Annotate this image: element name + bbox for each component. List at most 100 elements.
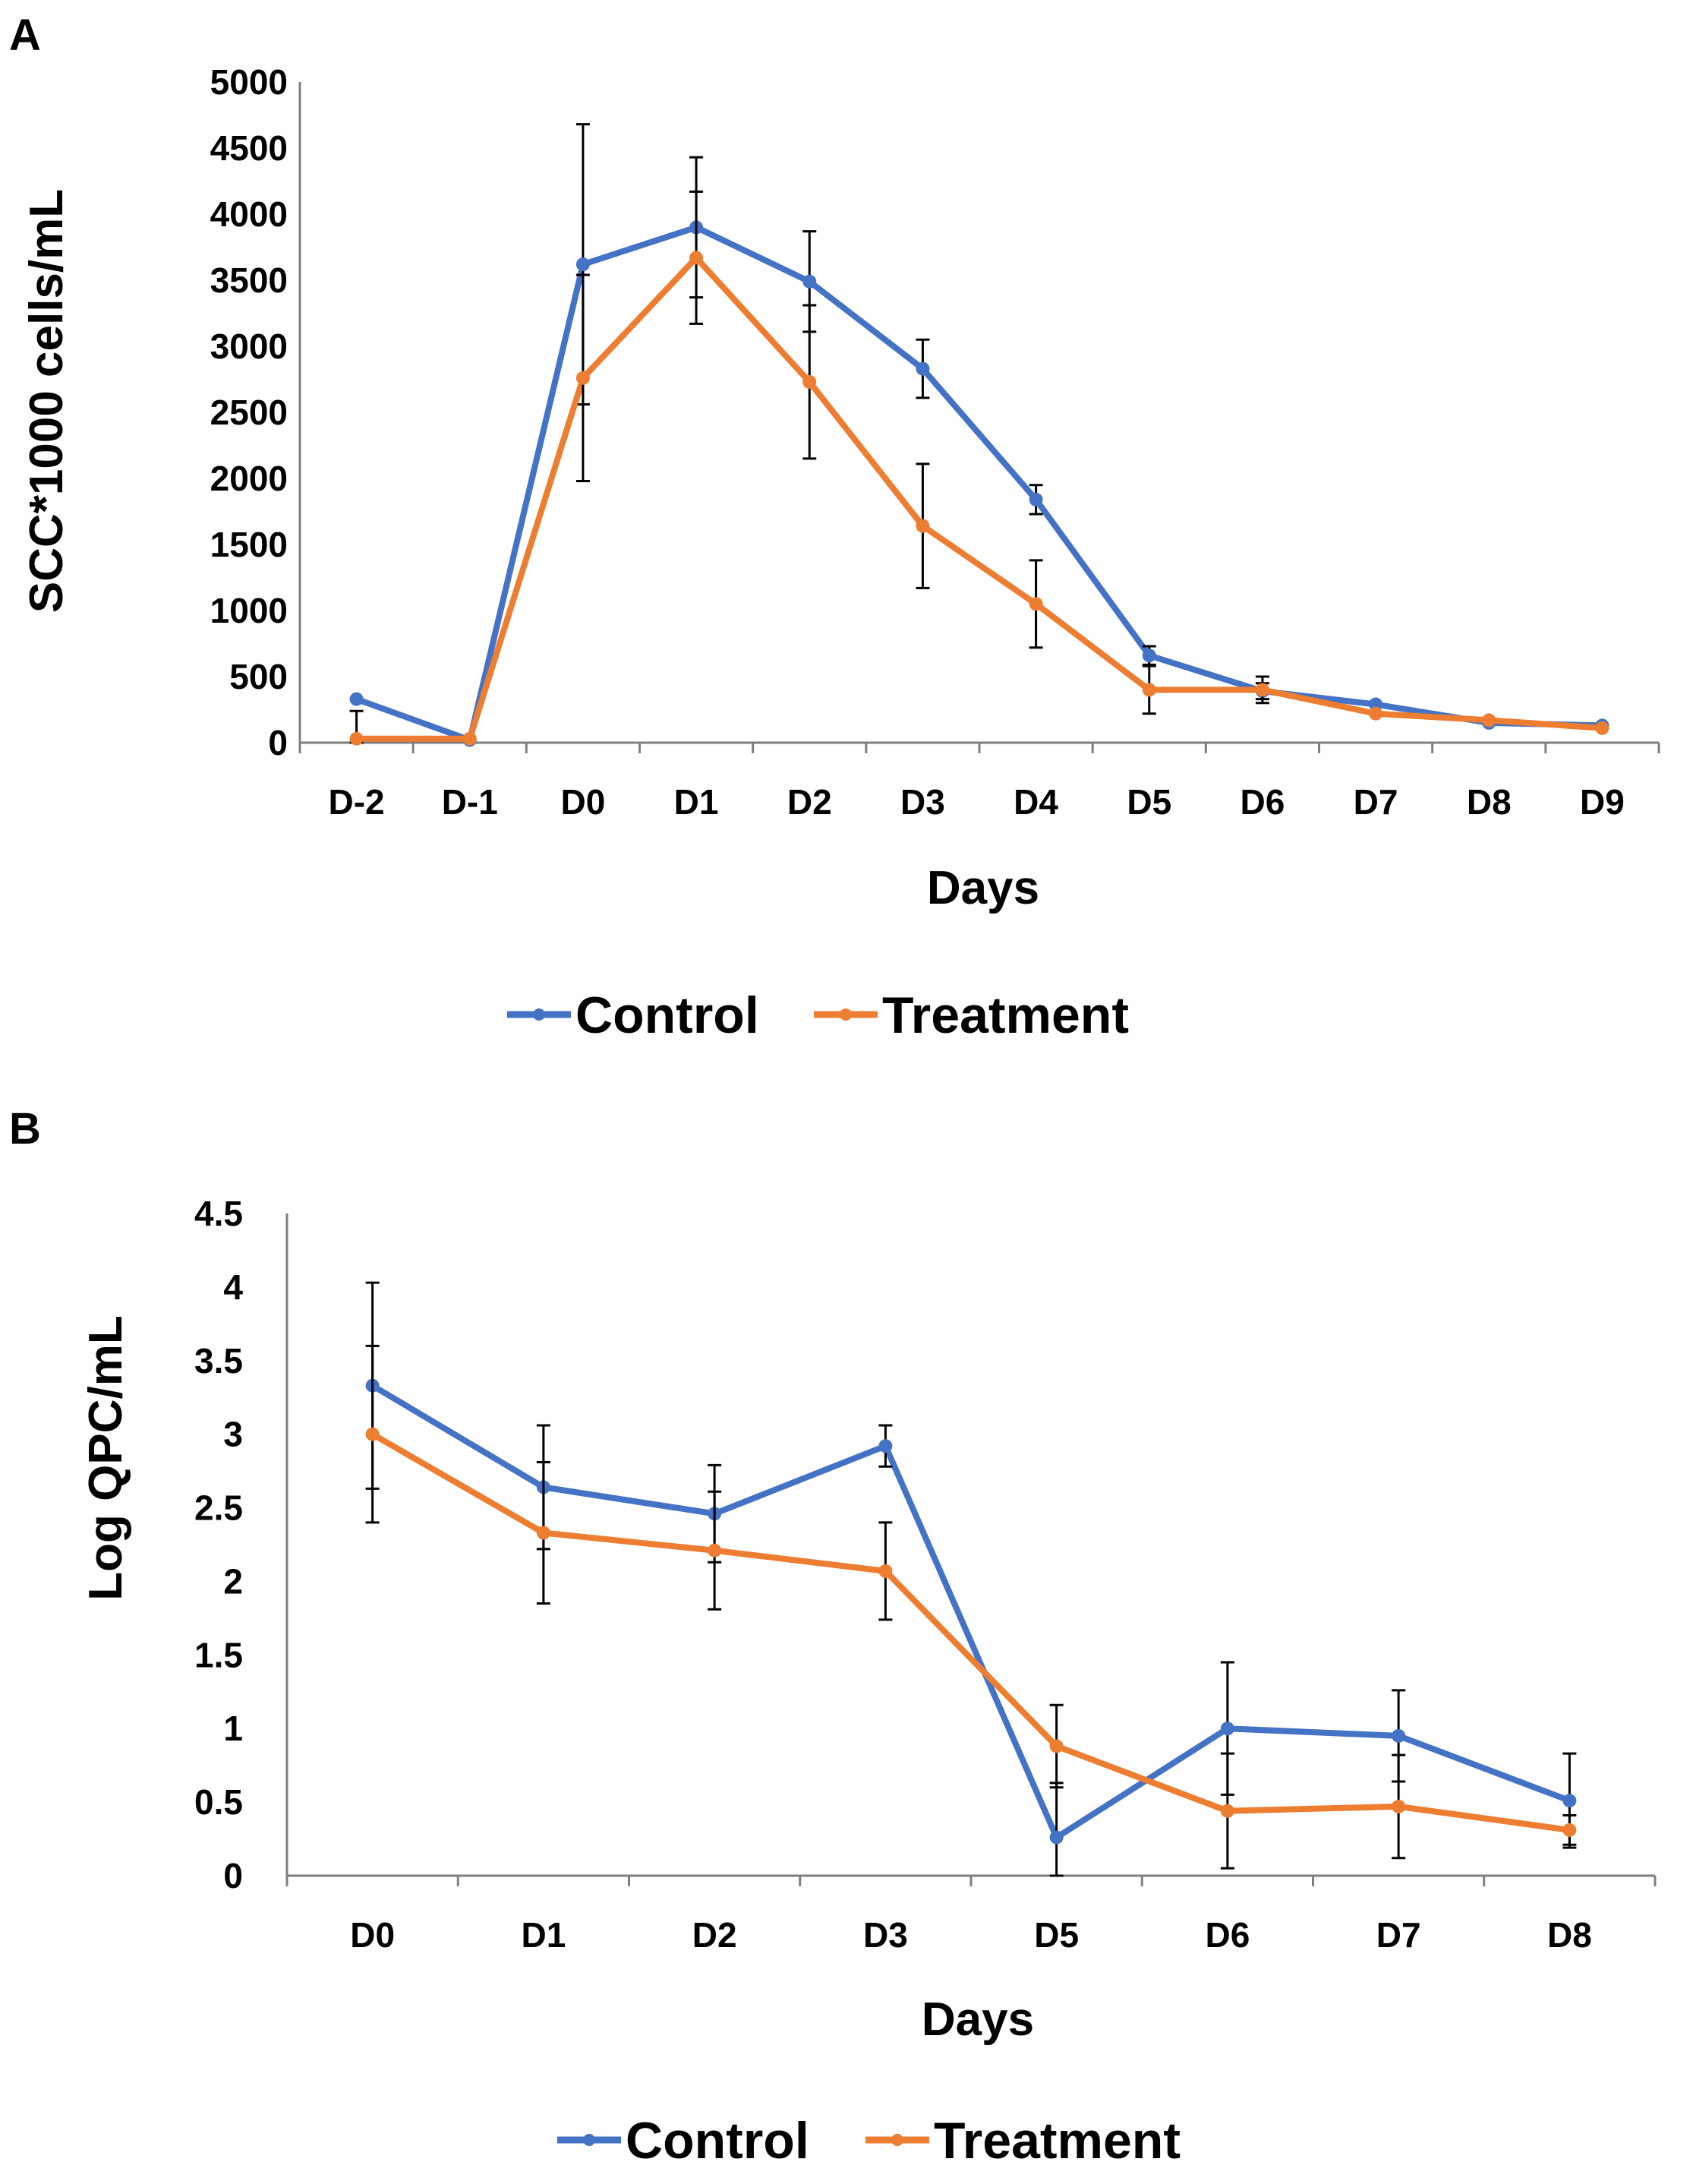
a-y-tick-label: 4000 [210, 194, 288, 234]
panel-b-legend-control: Control [557, 2112, 809, 2170]
panel-b-legend-control-label: Control [626, 2112, 809, 2170]
a-treatment-point [462, 731, 477, 746]
a-y-tick-label: 1000 [210, 591, 288, 630]
b-y-tick-label: 3.5 [194, 1341, 243, 1381]
b-treatment-point [1049, 1739, 1064, 1753]
panel-a-legend-treatment: Treatment [814, 986, 1129, 1044]
panel-b-legend-control-marker [583, 2134, 595, 2146]
b-y-tick-label: 0 [223, 1856, 243, 1895]
panel-b-legend-treatment: Treatment [865, 2112, 1181, 2170]
panel-a-x-axis-title: Days [927, 862, 1039, 914]
b-x-tick-label: D2 [692, 1915, 737, 1955]
a-x-tick-label: D8 [1467, 782, 1512, 822]
b-x-tick-label: D8 [1547, 1915, 1592, 1955]
a-x-tick-label: D1 [674, 782, 719, 822]
a-y-tick-label: 3000 [210, 327, 288, 366]
a-treatment-point [1482, 713, 1496, 727]
a-y-tick-label: 500 [229, 657, 288, 696]
b-y-tick-label: 3 [223, 1415, 243, 1454]
panel-a-y-axis-title: SCC*1000 cells/mL [20, 189, 73, 613]
a-x-tick-label: D0 [561, 782, 606, 822]
panel-b: B Log QPC/mL 0 0.5 1 1.5 2 2.5 3 3.5 4 4.5 D0 D1 D2… [9, 1104, 1657, 2170]
a-treatment-point [1255, 683, 1269, 697]
panel-b-y-ticks: 0 0.5 1 1.5 2 2.5 3 3.5 4 4.5 [194, 1194, 243, 1895]
a-treatment-point [1029, 597, 1043, 611]
panel-a-legend: Control Treatment [507, 986, 1129, 1044]
b-control-line [369, 1382, 1573, 1841]
a-y-tick-label: 4500 [210, 128, 288, 168]
a-treatment-point [916, 519, 930, 533]
a-x-tick-label: D-2 [329, 782, 385, 822]
b-control-point [1562, 1794, 1577, 1808]
panel-a-legend-treatment-label: Treatment [882, 986, 1129, 1044]
a-control-point [1029, 492, 1043, 507]
a-control-point [916, 361, 930, 376]
b-treatment-point [708, 1543, 722, 1558]
a-control-point [575, 257, 590, 272]
panel-b-legend-treatment-label: Treatment [934, 2112, 1181, 2170]
b-treatment-point [365, 1427, 380, 1441]
panel-a-legend-treatment-marker [840, 1008, 852, 1021]
b-control-point [1220, 1722, 1234, 1736]
b-x-tick-label: D0 [350, 1915, 395, 1955]
a-control-point [1142, 649, 1156, 663]
a-x-tick-label: D6 [1241, 782, 1285, 822]
a-x-tick-label: D5 [1127, 782, 1171, 822]
panel-a-legend-control-label: Control [575, 986, 759, 1044]
panel-b-letter: B [9, 1104, 41, 1154]
a-control-line [353, 224, 1606, 743]
a-treatment-point [575, 371, 590, 385]
b-x-tick-label: D3 [863, 1915, 908, 1955]
b-series-control [365, 1281, 1577, 1877]
b-treatment-point [536, 1526, 550, 1540]
b-x-tick-label: D6 [1205, 1915, 1250, 1955]
a-treatment-point [1142, 683, 1156, 697]
b-y-tick-label: 1.5 [194, 1635, 243, 1674]
panel-a-legend-control-marker [533, 1008, 545, 1021]
b-control-point [878, 1439, 893, 1453]
b-control-point [1392, 1728, 1406, 1743]
a-control-point [349, 692, 364, 706]
b-x-tick-label: D5 [1034, 1915, 1079, 1955]
b-x-tick-label: D1 [521, 1915, 566, 1955]
panel-a-legend-control: Control [507, 986, 759, 1044]
b-treatment-point [1562, 1823, 1577, 1837]
a-treatment-point [1595, 721, 1609, 735]
b-x-tick-label: D7 [1376, 1915, 1421, 1955]
panel-b-x-axis-title: Days [922, 1993, 1034, 2046]
panel-a-x-ticks: D-2 D-1 D0 D1 D2 D3 D4 D5 D6 D7 D8 D9 [298, 743, 1660, 822]
a-series-treatment [349, 190, 1609, 746]
panel-b-x-ticks: D0 D1 D2 D3 D5 D6 D7 D8 [285, 1876, 1657, 1955]
a-y-tick-label: 1500 [210, 525, 288, 564]
a-series-control [349, 123, 1609, 747]
b-y-tick-label: 2.5 [194, 1488, 243, 1528]
a-x-tick-label: D4 [1014, 782, 1058, 822]
panel-a-letter: A [9, 11, 41, 60]
a-y-tick-label: 2500 [210, 393, 288, 432]
b-y-tick-label: 4.5 [194, 1194, 243, 1233]
panel-a-plot-area [349, 123, 1609, 747]
b-y-tick-label: 2 [223, 1561, 243, 1601]
b-treatment-line [369, 1431, 1573, 1833]
a-x-tick-label: D7 [1354, 782, 1398, 822]
b-treatment-point [1392, 1799, 1406, 1813]
panel-b-plot-area [365, 1281, 1577, 1877]
a-treatment-line [353, 254, 1606, 742]
panel-a-y-ticks: 0 500 1000 1500 2000 2500 3000 3500 4000 4500 5000 [210, 62, 288, 762]
b-control-point [1049, 1830, 1064, 1845]
a-treatment-point [349, 731, 364, 746]
panel-a: A SCC*1000 cells/mL 0 500 1000 1500 2000 2500… [9, 11, 1660, 1044]
b-series-treatment [365, 1344, 1577, 1870]
a-y-tick-label: 5000 [210, 62, 288, 102]
a-y-tick-label: 2000 [210, 459, 288, 498]
a-treatment-point [1369, 706, 1383, 721]
a-treatment-point [802, 374, 817, 389]
a-x-tick-label: D2 [787, 782, 832, 822]
panel-b-legend: Control Treatment [557, 2112, 1181, 2170]
a-control-point [802, 274, 817, 289]
a-y-tick-label: 3500 [210, 260, 288, 300]
b-treatment-point [1220, 1804, 1234, 1818]
b-y-tick-label: 4 [223, 1267, 243, 1307]
b-y-tick-label: 1 [223, 1709, 243, 1748]
